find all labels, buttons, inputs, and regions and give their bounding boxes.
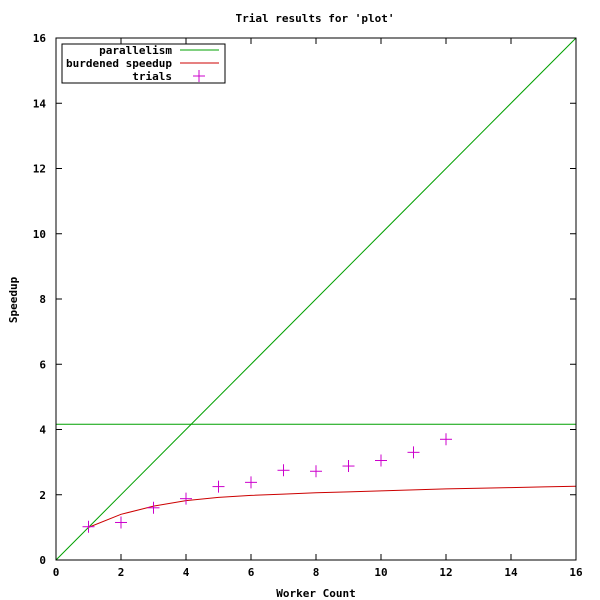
chart-title: Trial results for 'plot' xyxy=(236,12,395,25)
legend-label-burdened-speedup: burdened speedup xyxy=(66,57,172,70)
trial-point xyxy=(180,492,192,505)
x-tick-label: 0 xyxy=(53,566,60,579)
y-tick-label: 2 xyxy=(39,489,46,502)
plot-frame xyxy=(55,37,577,561)
trial-point xyxy=(407,446,420,459)
trial-point xyxy=(212,480,225,493)
trial-point xyxy=(342,460,355,473)
plot-series xyxy=(55,37,577,561)
y-tick-label: 16 xyxy=(33,32,47,45)
x-tick-label: 2 xyxy=(118,566,125,579)
trial-point xyxy=(375,454,387,467)
x-tick-label: 6 xyxy=(248,566,255,579)
trial-point xyxy=(440,433,452,446)
legend-label-trials: trials xyxy=(132,70,172,83)
trial-point xyxy=(245,476,257,489)
trial-point xyxy=(115,516,127,529)
parallelism-diagonal-line xyxy=(55,37,577,561)
x-axis-label: Worker Count xyxy=(276,587,355,600)
y-tick-label: 12 xyxy=(33,163,46,176)
x-tick-label: 16 xyxy=(569,566,583,579)
y-tick-label: 6 xyxy=(39,358,46,371)
y-tick-label: 14 xyxy=(33,97,47,110)
legend-swatch-trials xyxy=(193,70,205,82)
x-tick-label: 14 xyxy=(504,566,518,579)
legend-label-parallelism: parallelism xyxy=(99,44,172,57)
trial-point xyxy=(147,501,160,514)
y-tick-label: 0 xyxy=(39,554,46,567)
y-tick-label: 8 xyxy=(39,293,46,306)
trial-point xyxy=(277,464,290,477)
x-tick-label: 12 xyxy=(439,566,452,579)
burdened-speedup-line xyxy=(88,485,577,528)
trial-point xyxy=(310,465,322,478)
x-tick-label: 10 xyxy=(374,566,387,579)
x-tick-label: 4 xyxy=(183,566,190,579)
legend: parallelism burdened speedup trials xyxy=(61,43,226,84)
y-axis-label: Speedup xyxy=(7,276,20,323)
y-tick-label: 10 xyxy=(33,228,46,241)
trial-point xyxy=(82,520,95,533)
x-tick-label: 8 xyxy=(313,566,320,579)
y-tick-label: 4 xyxy=(39,424,46,437)
